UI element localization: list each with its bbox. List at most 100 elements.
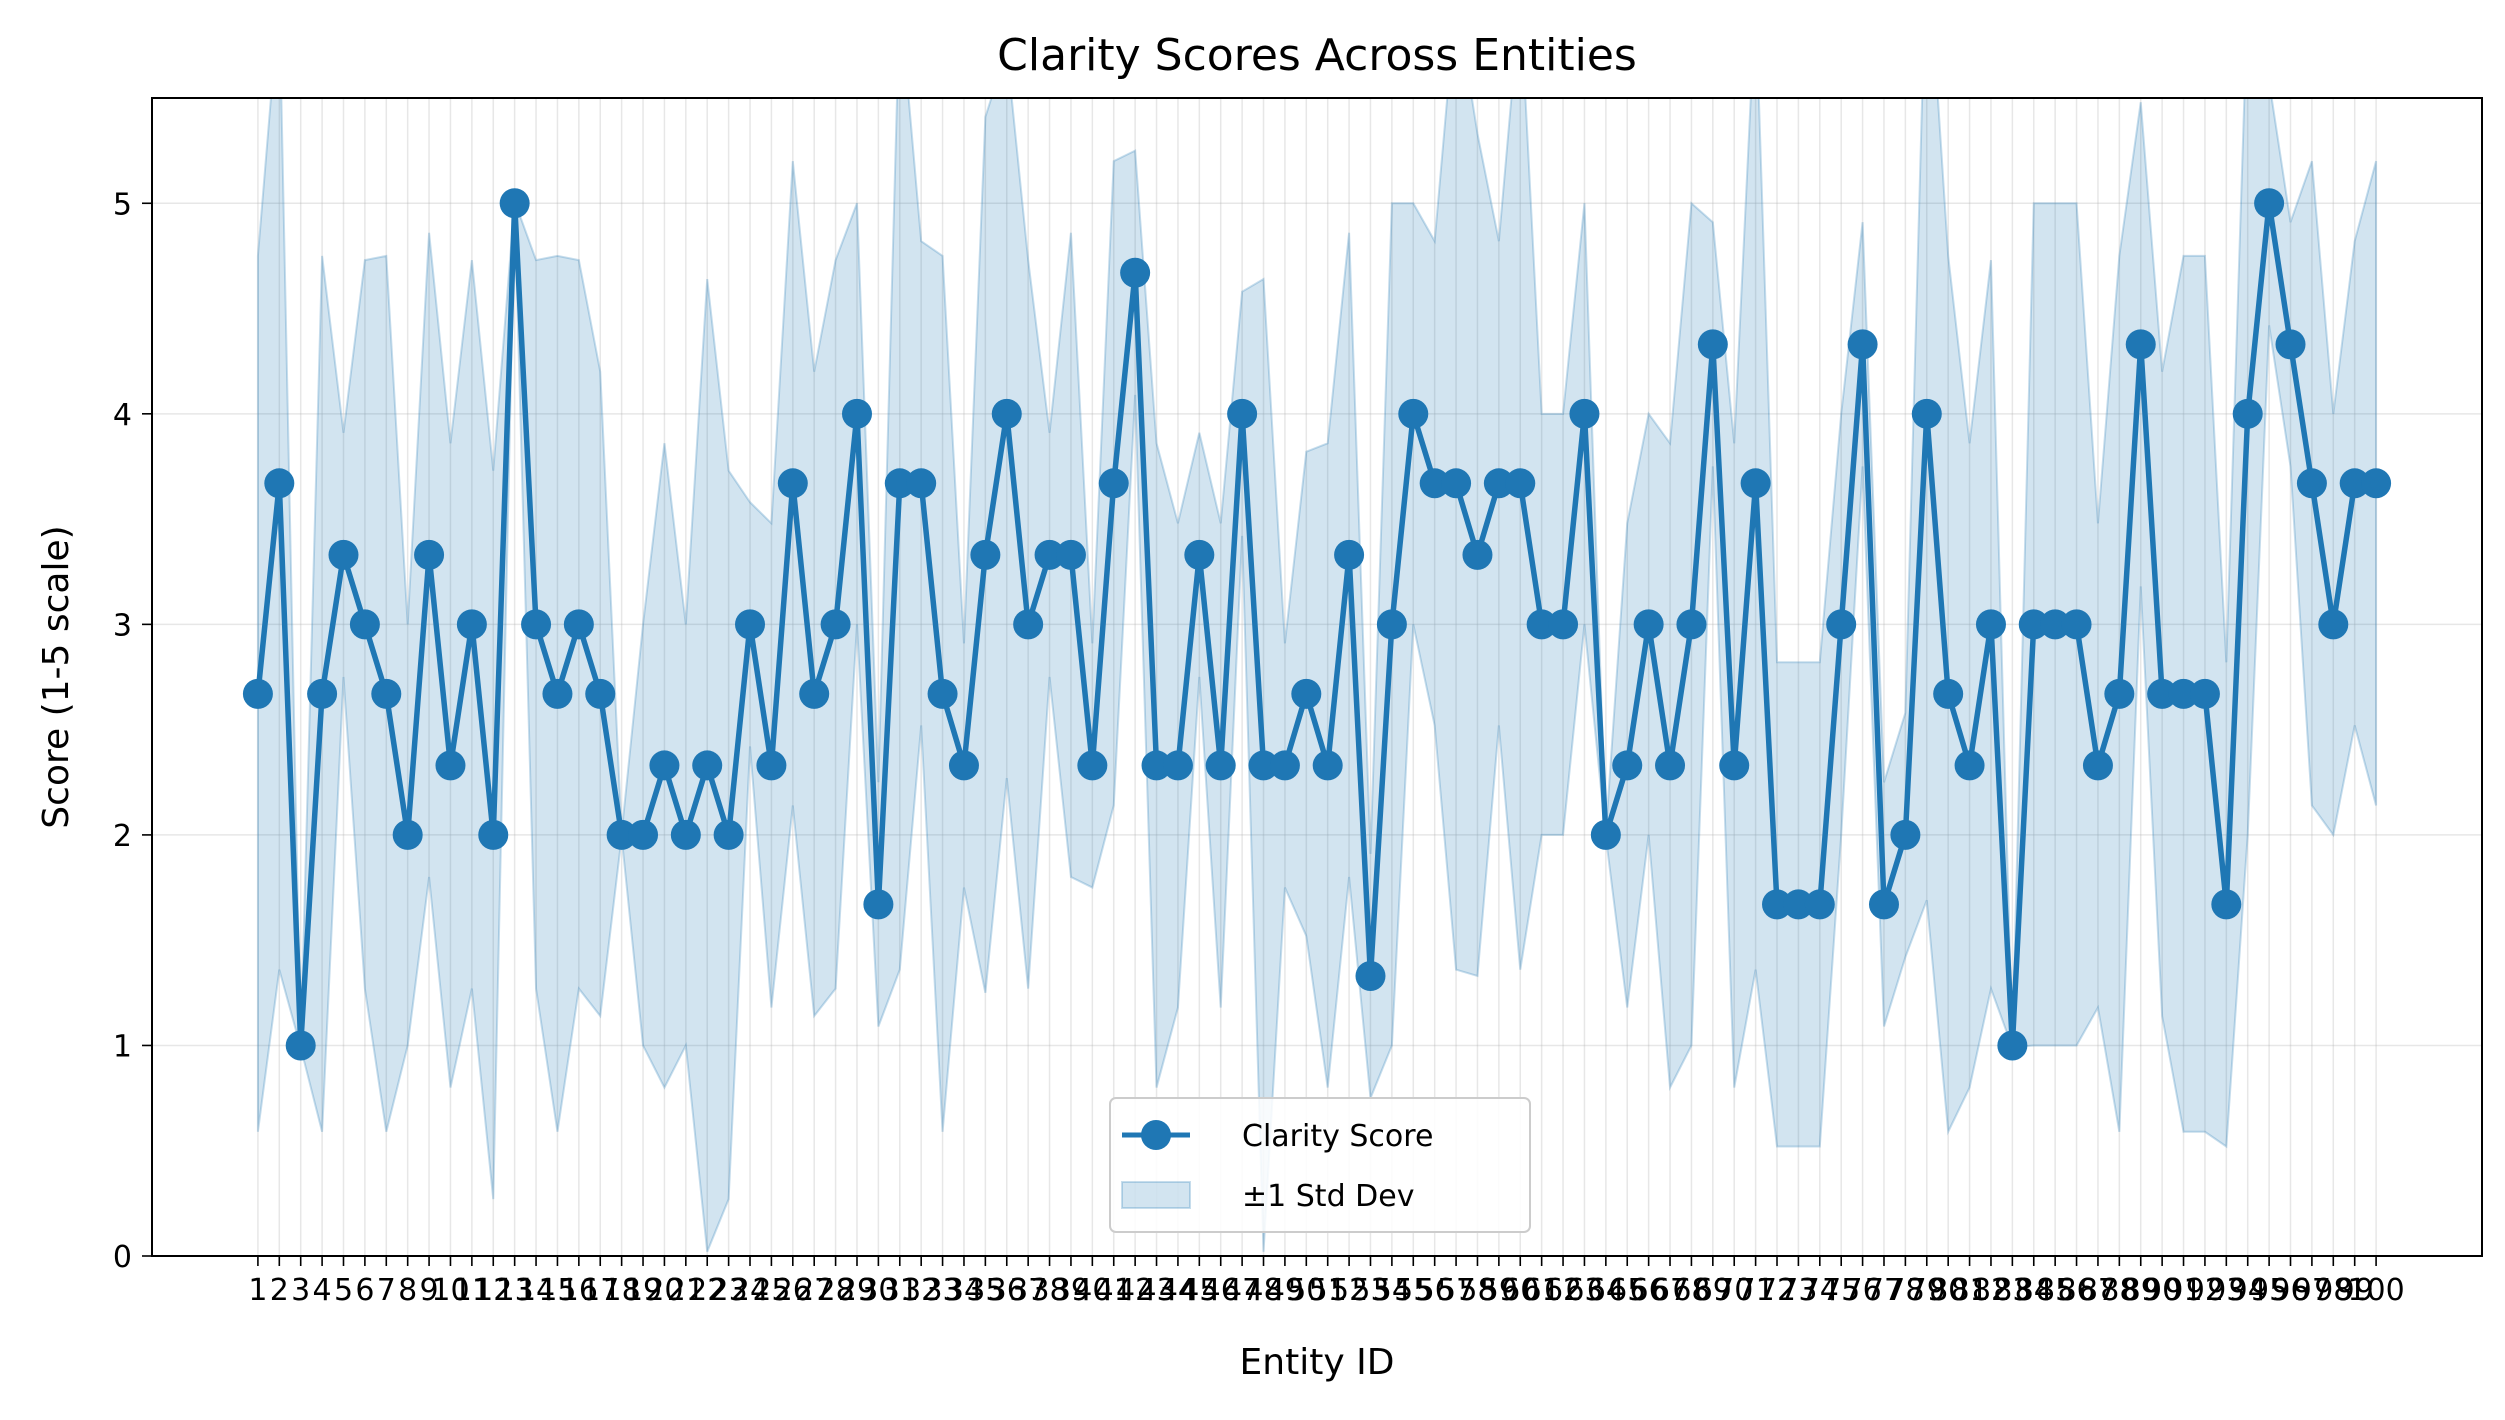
x-tick-label: 83: [1993, 1273, 2031, 1308]
data-point: [499, 188, 530, 219]
x-tick-label: 66: [1630, 1273, 1668, 1308]
data-point: [1783, 889, 1814, 920]
data-point: [1890, 819, 1921, 850]
series-line-layer: [255, 200, 2377, 1049]
x-tick-label: 15: [538, 1273, 576, 1308]
data-point: [2147, 678, 2178, 709]
x-tick-label: 2: [270, 1273, 289, 1308]
data-point: [521, 609, 552, 640]
data-point: [2339, 468, 2370, 499]
x-tick-label: 70: [1715, 1273, 1753, 1308]
x-tick-label: 1: [248, 1273, 267, 1308]
data-point: [649, 750, 680, 781]
x-tick-label: 30: [859, 1273, 897, 1308]
data-point: [1269, 750, 1300, 781]
x-tick-label: 96: [2271, 1273, 2309, 1308]
x-tick-label: 95: [2250, 1273, 2288, 1308]
x-tick-label: 43: [1137, 1273, 1175, 1308]
data-point: [2168, 678, 2199, 709]
data-point: [1911, 398, 1942, 429]
data-point: [585, 678, 616, 709]
x-tick-label: 51: [1309, 1273, 1347, 1308]
x-tick-label: 44: [1159, 1273, 1197, 1308]
x-tick-label: 25: [752, 1273, 790, 1308]
x-tick-label: 80: [1929, 1273, 1967, 1308]
x-tick-label: 54: [1373, 1273, 1411, 1308]
x-tick-label: 19: [624, 1273, 662, 1308]
x-tick-label: 41: [1095, 1273, 1133, 1308]
x-tick-label: 89: [2122, 1273, 2160, 1308]
x-tick-label: 37: [1009, 1273, 1047, 1308]
data-point: [948, 750, 979, 781]
x-tick-label: 74: [1801, 1273, 1839, 1308]
x-tick-label: 79: [1908, 1273, 1946, 1308]
data-point: [1975, 609, 2006, 640]
legend-band-swatch: [1121, 1181, 1191, 1209]
x-tick-label: 63: [1565, 1273, 1603, 1308]
x-tick-label: 61: [1523, 1273, 1561, 1308]
chart-title: Clarity Scores Across Entities: [997, 30, 1637, 81]
data-point: [285, 1030, 316, 1061]
y-tick-label: 4: [113, 398, 132, 433]
data-point: [2296, 468, 2327, 499]
data-point: [991, 398, 1022, 429]
data-point: [1676, 609, 1707, 640]
data-point: [2254, 188, 2285, 219]
x-tick-label: 39: [1052, 1273, 1090, 1308]
x-tick-label: 68: [1672, 1273, 1710, 1308]
x-tick-label: 77: [1865, 1273, 1903, 1308]
data-point: [841, 398, 872, 429]
data-point: [456, 609, 487, 640]
x-tick-label: 3: [291, 1273, 310, 1308]
x-tick-label: 55: [1394, 1273, 1432, 1308]
std-dev-band: [256, 98, 2378, 1253]
x-tick-label: 45: [1180, 1273, 1218, 1308]
x-tick-label: 94: [2229, 1273, 2267, 1308]
data-point: [1483, 468, 1514, 499]
data-point: [1205, 750, 1236, 781]
data-point: [1505, 468, 1536, 499]
data-point: [1077, 750, 1108, 781]
x-tick-label: 98: [2314, 1273, 2352, 1308]
x-tick-label: 78: [1886, 1273, 1924, 1308]
x-tick-label: 13: [496, 1273, 534, 1308]
data-point: [1526, 609, 1557, 640]
x-tick-label: 40: [1073, 1273, 1111, 1308]
data-point: [799, 678, 830, 709]
x-tick-label: 24: [731, 1273, 769, 1308]
x-tick-label: 75: [1822, 1273, 1860, 1308]
data-point: [1013, 609, 1044, 640]
x-tick-label: 50: [1287, 1273, 1325, 1308]
data-point: [2082, 750, 2113, 781]
y-tick-label: 5: [113, 187, 132, 222]
x-tick-label: 73: [1779, 1273, 1817, 1308]
x-tick-label: 12: [474, 1273, 512, 1308]
x-tick-label: 71: [1737, 1273, 1775, 1308]
data-point: [1954, 750, 1985, 781]
x-axis-label: Entity ID: [1240, 1342, 1395, 1383]
data-point: [820, 609, 851, 640]
data-point: [1398, 398, 1429, 429]
data-point: [1184, 539, 1215, 570]
x-tick-label: 90: [2143, 1273, 2181, 1308]
x-tick-label: 60: [1501, 1273, 1539, 1308]
x-tick-label: 18: [603, 1273, 641, 1308]
data-point: [1997, 1030, 2028, 1061]
x-tick-label: 32: [902, 1273, 940, 1308]
data-point: [2275, 329, 2306, 360]
data-point: [414, 539, 445, 570]
data-point: [1612, 750, 1643, 781]
data-point: [1697, 329, 1728, 360]
x-tick-label: 21: [667, 1273, 705, 1308]
data-point: [2104, 678, 2135, 709]
data-point: [1248, 750, 1279, 781]
data-point: [628, 819, 659, 850]
x-tick-label: 22: [688, 1273, 726, 1308]
x-tick-label: 64: [1587, 1273, 1625, 1308]
data-point: [1312, 750, 1343, 781]
legend-entry-std-dev: ±1 Std Dev: [1242, 1179, 1414, 1214]
data-point: [1355, 960, 1386, 991]
data-point: [371, 678, 402, 709]
x-tick-label: 6: [355, 1273, 374, 1308]
data-point: [392, 819, 423, 850]
